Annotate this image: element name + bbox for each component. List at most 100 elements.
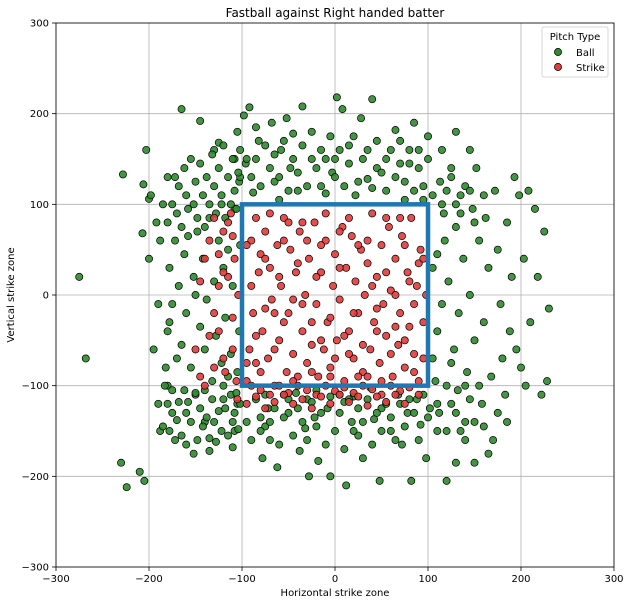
chart-title: Fastball against Right handed batter (226, 6, 445, 20)
point-ball (465, 395, 474, 404)
point-ball (368, 440, 377, 449)
point-ball (184, 232, 193, 241)
point-strike (391, 390, 400, 399)
point-ball (140, 476, 149, 485)
point-strike (382, 398, 391, 406)
point-ball (234, 168, 243, 177)
point-strike (228, 313, 237, 322)
point-strike (391, 254, 400, 263)
point-ball (182, 440, 191, 449)
point-strike (317, 336, 325, 345)
point-strike (370, 318, 379, 327)
point-ball (477, 399, 486, 408)
point-strike (396, 309, 405, 318)
point-ball (451, 408, 460, 417)
point-ball (230, 186, 239, 195)
point-strike (332, 336, 341, 345)
point-ball (505, 327, 514, 336)
point-ball (453, 386, 462, 395)
point-strike (331, 250, 339, 259)
point-ball (214, 164, 223, 173)
point-ball (444, 277, 453, 286)
point-strike (342, 263, 351, 272)
point-ball (160, 381, 169, 390)
point-strike (391, 291, 400, 299)
point-ball (456, 191, 465, 200)
point-ball (503, 417, 511, 426)
point-ball (182, 309, 191, 318)
point-strike (368, 281, 377, 290)
axis-ticks: −300 −200 −100 0 100 200 300 −300 −200 −100 0 100 20… (22, 19, 624, 586)
point-ball (228, 443, 237, 452)
point-ball (382, 155, 391, 163)
point-ball (171, 436, 179, 445)
point-strike (279, 390, 288, 399)
point-ball (168, 300, 177, 309)
point-ball (496, 300, 505, 309)
point-strike (372, 304, 381, 313)
point-ball (510, 173, 519, 182)
point-strike (400, 241, 409, 250)
point-ball (236, 145, 245, 154)
point-strike (289, 349, 298, 358)
y-tick-label: −200 (22, 472, 49, 483)
point-ball (398, 440, 406, 449)
point-strike (335, 263, 344, 272)
point-ball (239, 111, 248, 120)
point-strike (265, 263, 274, 272)
point-ball (433, 327, 442, 336)
point-strike (219, 354, 228, 363)
point-strike (335, 390, 344, 399)
point-strike (326, 363, 335, 372)
point-ball (117, 458, 126, 467)
point-ball (171, 173, 179, 182)
point-strike (326, 313, 335, 322)
series-strike (191, 209, 431, 413)
point-ball (531, 204, 539, 213)
point-ball (270, 150, 279, 159)
point-ball (163, 218, 172, 227)
strike-zone-box (239, 202, 431, 388)
point-ball (221, 313, 230, 322)
point-strike (210, 363, 219, 372)
point-ball (461, 381, 470, 390)
point-strike (410, 368, 418, 377)
point-ball (438, 200, 446, 209)
point-ball (326, 132, 335, 141)
point-ball (414, 145, 423, 154)
point-strike (303, 236, 312, 245)
point-ball (410, 118, 418, 127)
point-ball (200, 345, 209, 354)
point-ball (386, 145, 395, 154)
point-strike (284, 218, 293, 227)
point-ball (321, 155, 330, 163)
point-ball (317, 408, 325, 417)
point-ball (217, 191, 226, 200)
point-ball (156, 236, 165, 245)
point-strike (396, 213, 405, 222)
point-ball (191, 177, 200, 186)
point-ball (189, 200, 198, 209)
legend-strike-label: Strike (576, 63, 605, 74)
point-ball (172, 354, 181, 363)
point-ball (298, 141, 307, 150)
point-strike (377, 241, 386, 250)
point-strike (291, 268, 300, 277)
point-strike (303, 359, 312, 367)
point-ball (163, 327, 172, 336)
point-ball (424, 413, 432, 422)
point-strike (345, 213, 353, 222)
point-ball (251, 155, 260, 163)
point-ball (377, 168, 386, 177)
point-ball (436, 177, 445, 186)
point-strike (298, 395, 307, 404)
point-ball (386, 413, 395, 422)
point-ball (342, 481, 351, 490)
point-strike (191, 345, 200, 354)
point-ball (321, 440, 330, 449)
point-ball (202, 295, 211, 304)
point-ball (312, 422, 321, 431)
point-ball (493, 408, 502, 417)
point-strike (329, 281, 338, 290)
point-ball (310, 413, 319, 422)
